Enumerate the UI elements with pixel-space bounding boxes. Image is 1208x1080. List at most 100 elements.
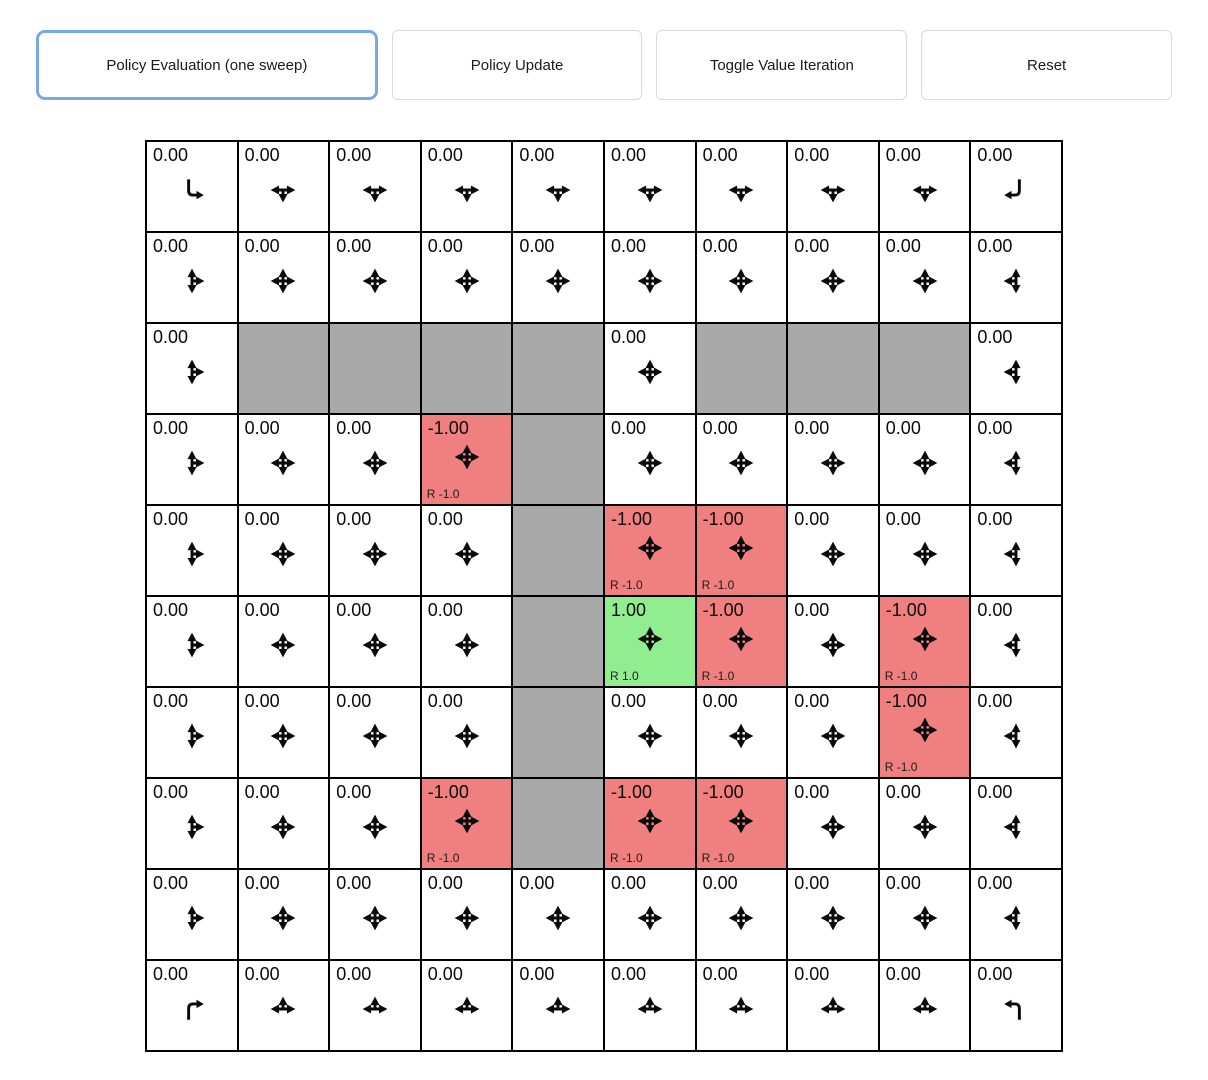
- grid-cell-r9-c3[interactable]: 0.00: [420, 960, 513, 1051]
- grid-cell-r3-c0[interactable]: 0.00: [146, 414, 238, 505]
- grid-cell-r5-c0[interactable]: 0.00: [146, 596, 238, 687]
- grid-cell-r9-c7[interactable]: 0.00: [787, 960, 879, 1051]
- grid-cell-r7-c1[interactable]: 0.00: [237, 778, 330, 869]
- toggle-value-iteration-button[interactable]: Toggle Value Iteration: [656, 30, 908, 100]
- policy-evaluation-button[interactable]: Policy Evaluation (one sweep): [36, 30, 378, 100]
- grid-cell-r3-c4[interactable]: [512, 414, 604, 505]
- grid-cell-r7-c3[interactable]: -1.00 R -1.0: [420, 778, 513, 869]
- grid-cell-r8-c9[interactable]: 0.00: [970, 869, 1062, 960]
- grid-cell-r3-c1[interactable]: 0.00: [237, 414, 330, 505]
- grid-cell-r8-c0[interactable]: 0.00: [146, 869, 238, 960]
- policy-update-button[interactable]: Policy Update: [391, 30, 643, 100]
- grid-cell-r0-c8[interactable]: 0.00: [878, 141, 971, 232]
- grid-cell-r2-c1[interactable]: [237, 323, 330, 414]
- grid-cell-r2-c2[interactable]: [329, 323, 421, 414]
- grid-cell-r0-c0[interactable]: 0.00: [146, 141, 238, 232]
- grid-cell-r9-c0[interactable]: 0.00: [146, 960, 238, 1051]
- grid-cell-r0-c3[interactable]: 0.00: [420, 141, 513, 232]
- grid-cell-r5-c4[interactable]: [512, 596, 604, 687]
- grid-cell-r9-c4[interactable]: 0.00: [512, 960, 604, 1051]
- grid-cell-r4-c5[interactable]: -1.00 R -1.0: [603, 505, 696, 596]
- grid-cell-r5-c1[interactable]: 0.00: [237, 596, 330, 687]
- grid-cell-r0-c9[interactable]: 0.00: [970, 141, 1062, 232]
- grid-cell-r2-c5[interactable]: 0.00: [603, 323, 696, 414]
- grid-cell-r1-c6[interactable]: 0.00: [695, 232, 788, 323]
- grid-cell-r8-c7[interactable]: 0.00: [787, 869, 879, 960]
- grid-cell-r5-c2[interactable]: 0.00: [329, 596, 421, 687]
- grid-cell-r3-c2[interactable]: 0.00: [329, 414, 421, 505]
- grid-cell-r3-c3[interactable]: -1.00 R -1.0: [420, 414, 513, 505]
- grid-cell-r6-c9[interactable]: 0.00: [970, 687, 1062, 778]
- grid-cell-r3-c9[interactable]: 0.00: [970, 414, 1062, 505]
- grid-cell-r0-c4[interactable]: 0.00: [512, 141, 604, 232]
- grid-cell-r1-c8[interactable]: 0.00: [878, 232, 971, 323]
- grid-cell-r0-c1[interactable]: 0.00: [237, 141, 330, 232]
- grid-cell-r6-c3[interactable]: 0.00: [420, 687, 513, 778]
- grid-cell-r3-c8[interactable]: 0.00: [878, 414, 971, 505]
- grid-cell-r4-c3[interactable]: 0.00: [420, 505, 513, 596]
- grid-cell-r8-c8[interactable]: 0.00: [878, 869, 971, 960]
- grid-cell-r8-c4[interactable]: 0.00: [512, 869, 604, 960]
- grid-cell-r7-c8[interactable]: 0.00: [878, 778, 971, 869]
- grid-cell-r6-c5[interactable]: 0.00: [603, 687, 696, 778]
- grid-cell-r0-c6[interactable]: 0.00: [695, 141, 788, 232]
- grid-cell-r3-c7[interactable]: 0.00: [787, 414, 879, 505]
- grid-cell-r7-c5[interactable]: -1.00 R -1.0: [603, 778, 696, 869]
- grid-cell-r2-c8[interactable]: [878, 323, 971, 414]
- grid-cell-r1-c5[interactable]: 0.00: [603, 232, 696, 323]
- grid-cell-r1-c2[interactable]: 0.00: [329, 232, 421, 323]
- grid-cell-r1-c4[interactable]: 0.00: [512, 232, 604, 323]
- grid-cell-r0-c5[interactable]: 0.00: [603, 141, 696, 232]
- grid-cell-r6-c0[interactable]: 0.00: [146, 687, 238, 778]
- grid-cell-r6-c7[interactable]: 0.00: [787, 687, 879, 778]
- grid-cell-r5-c9[interactable]: 0.00: [970, 596, 1062, 687]
- grid-cell-r4-c9[interactable]: 0.00: [970, 505, 1062, 596]
- grid-cell-r7-c4[interactable]: [512, 778, 604, 869]
- grid-cell-r4-c7[interactable]: 0.00: [787, 505, 879, 596]
- grid-cell-r9-c1[interactable]: 0.00: [237, 960, 330, 1051]
- grid-cell-r0-c2[interactable]: 0.00: [329, 141, 421, 232]
- grid-cell-r9-c2[interactable]: 0.00: [329, 960, 421, 1051]
- grid-cell-r0-c7[interactable]: 0.00: [787, 141, 879, 232]
- grid-cell-r8-c5[interactable]: 0.00: [603, 869, 696, 960]
- grid-cell-r8-c2[interactable]: 0.00: [329, 869, 421, 960]
- grid-cell-r5-c3[interactable]: 0.00: [420, 596, 513, 687]
- grid-cell-r2-c6[interactable]: [695, 323, 788, 414]
- grid-cell-r2-c3[interactable]: [420, 323, 513, 414]
- grid-cell-r7-c9[interactable]: 0.00: [970, 778, 1062, 869]
- grid-cell-r6-c6[interactable]: 0.00: [695, 687, 788, 778]
- grid-cell-r2-c0[interactable]: 0.00: [146, 323, 238, 414]
- grid-cell-r5-c8[interactable]: -1.00 R -1.0: [878, 596, 971, 687]
- grid-cell-r4-c4[interactable]: [512, 505, 604, 596]
- grid-cell-r9-c5[interactable]: 0.00: [603, 960, 696, 1051]
- grid-cell-r6-c4[interactable]: [512, 687, 604, 778]
- grid-cell-r9-c9[interactable]: 0.00: [970, 960, 1062, 1051]
- grid-cell-r4-c8[interactable]: 0.00: [878, 505, 971, 596]
- grid-cell-r5-c6[interactable]: -1.00 R -1.0: [695, 596, 788, 687]
- grid-cell-r6-c1[interactable]: 0.00: [237, 687, 330, 778]
- grid-cell-r1-c9[interactable]: 0.00: [970, 232, 1062, 323]
- grid-cell-r2-c9[interactable]: 0.00: [970, 323, 1062, 414]
- grid-cell-r1-c7[interactable]: 0.00: [787, 232, 879, 323]
- grid-cell-r7-c6[interactable]: -1.00 R -1.0: [695, 778, 788, 869]
- grid-cell-r1-c1[interactable]: 0.00: [237, 232, 330, 323]
- grid-cell-r2-c7[interactable]: [787, 323, 879, 414]
- grid-cell-r8-c1[interactable]: 0.00: [237, 869, 330, 960]
- grid-cell-r9-c6[interactable]: 0.00: [695, 960, 788, 1051]
- grid-cell-r6-c8[interactable]: -1.00 R -1.0: [878, 687, 971, 778]
- grid-cell-r1-c0[interactable]: 0.00: [146, 232, 238, 323]
- grid-cell-r9-c8[interactable]: 0.00: [878, 960, 971, 1051]
- grid-cell-r4-c2[interactable]: 0.00: [329, 505, 421, 596]
- grid-cell-r2-c4[interactable]: [512, 323, 604, 414]
- grid-cell-r8-c6[interactable]: 0.00: [695, 869, 788, 960]
- grid-cell-r3-c6[interactable]: 0.00: [695, 414, 788, 505]
- grid-cell-r4-c0[interactable]: 0.00: [146, 505, 238, 596]
- grid-cell-r4-c1[interactable]: 0.00: [237, 505, 330, 596]
- grid-cell-r1-c3[interactable]: 0.00: [420, 232, 513, 323]
- grid-cell-r5-c5[interactable]: 1.00 R 1.0: [603, 596, 696, 687]
- grid-cell-r3-c5[interactable]: 0.00: [603, 414, 696, 505]
- grid-cell-r7-c2[interactable]: 0.00: [329, 778, 421, 869]
- grid-cell-r8-c3[interactable]: 0.00: [420, 869, 513, 960]
- grid-cell-r6-c2[interactable]: 0.00: [329, 687, 421, 778]
- grid-cell-r5-c7[interactable]: 0.00: [787, 596, 879, 687]
